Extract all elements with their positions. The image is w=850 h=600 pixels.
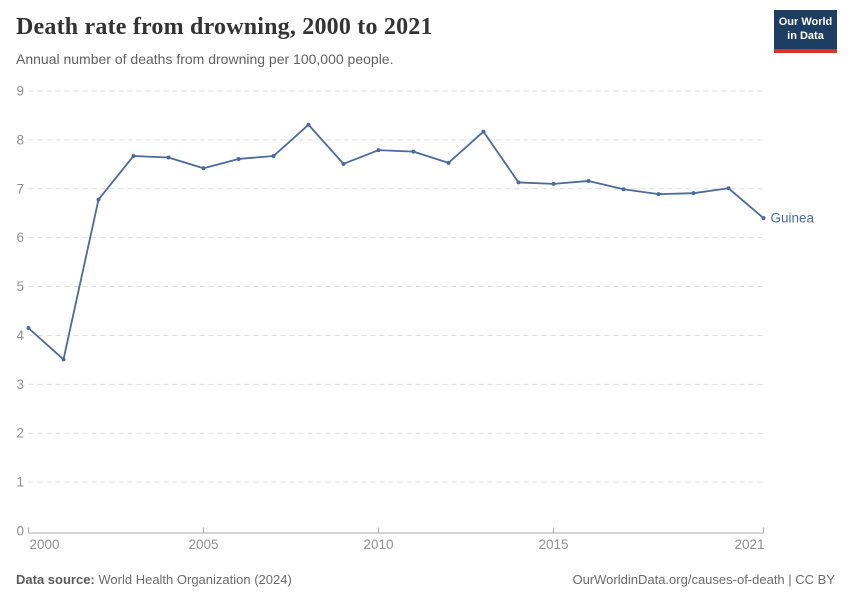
data-point[interactable] xyxy=(586,178,591,183)
data-point[interactable] xyxy=(516,180,521,185)
data-point[interactable] xyxy=(691,191,696,196)
x-tick-label: 2015 xyxy=(538,537,568,552)
x-tick-label: 2021 xyxy=(734,537,764,552)
chart-subtitle: Annual number of deaths from drowning pe… xyxy=(16,51,394,67)
data-point[interactable] xyxy=(726,186,731,191)
data-point[interactable] xyxy=(236,156,241,161)
owid-logo-line1: Our World xyxy=(778,15,833,28)
data-source-value: World Health Organization (2024) xyxy=(98,572,292,587)
data-point[interactable] xyxy=(761,216,766,221)
x-tick-label: 2010 xyxy=(363,537,393,552)
page-title: Death rate from drowning, 2000 to 2021 xyxy=(16,14,433,40)
y-tick-label: 0 xyxy=(16,524,24,539)
data-point[interactable] xyxy=(656,192,661,197)
data-point[interactable] xyxy=(376,148,381,153)
data-point[interactable] xyxy=(551,181,556,186)
series-label[interactable]: Guinea xyxy=(771,211,815,226)
y-tick-label: 2 xyxy=(16,426,24,441)
data-point[interactable] xyxy=(166,155,171,160)
data-point[interactable] xyxy=(26,326,31,331)
data-point[interactable] xyxy=(341,161,346,166)
data-point[interactable] xyxy=(481,129,486,134)
y-tick-label: 1 xyxy=(16,475,24,490)
x-tick-label: 2005 xyxy=(188,537,218,552)
data-point[interactable] xyxy=(306,122,311,127)
series-line-guinea[interactable] xyxy=(27,123,765,361)
x-tick-label: 2000 xyxy=(30,537,60,552)
y-tick-label: 4 xyxy=(16,328,24,343)
owid-logo-line2: in Data xyxy=(787,29,824,42)
data-source: Data source: World Health Organization (… xyxy=(16,572,292,587)
y-tick-label: 8 xyxy=(16,132,24,147)
footer-citation-link[interactable]: OurWorldinData.org/causes-of-death | CC … xyxy=(572,572,835,587)
data-point[interactable] xyxy=(446,160,451,165)
data-point[interactable] xyxy=(621,187,626,192)
data-point[interactable] xyxy=(201,166,206,171)
owid-logo[interactable]: Our World in Data xyxy=(774,10,837,53)
chart-header: Death rate from drowning, 2000 to 2021 A… xyxy=(16,14,760,67)
y-tick-label: 9 xyxy=(16,84,24,99)
data-source-label: Data source: xyxy=(16,572,95,587)
data-point[interactable] xyxy=(271,154,276,159)
chart-footer: Data source: World Health Organization (… xyxy=(16,572,835,587)
y-tick-label: 5 xyxy=(16,279,24,294)
data-point[interactable] xyxy=(411,149,416,154)
data-point[interactable] xyxy=(131,154,136,159)
data-point[interactable] xyxy=(61,357,66,362)
y-tick-label: 6 xyxy=(16,230,24,245)
y-tick-label: 3 xyxy=(16,377,24,392)
y-tick-label: 7 xyxy=(16,181,24,196)
data-point[interactable] xyxy=(96,197,101,202)
